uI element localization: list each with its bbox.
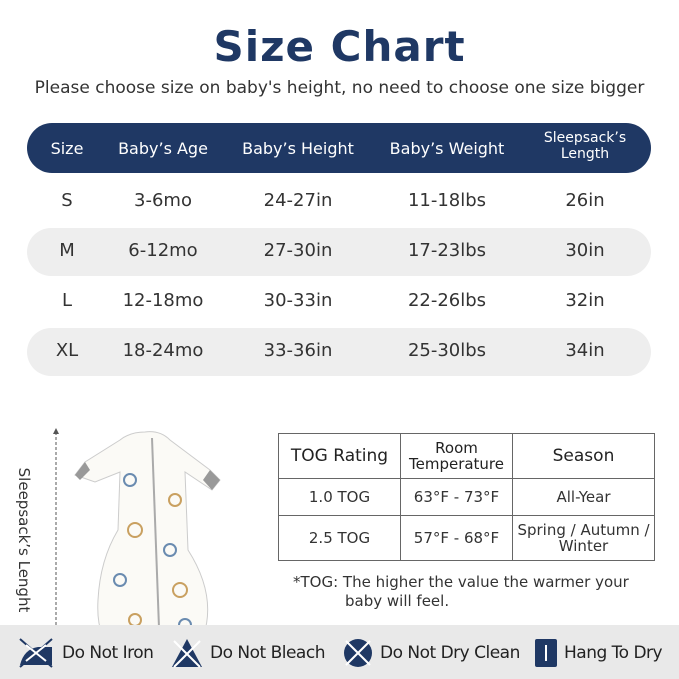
tog-table: TOG Rating Room Temperature Season 1.0 T… bbox=[278, 433, 655, 561]
header-length: Sleepsack’s Length bbox=[543, 130, 627, 162]
care-no-dry-clean: Do Not Dry Clean bbox=[342, 637, 520, 669]
length-label: Sleepsack’s Lenght bbox=[15, 467, 33, 613]
size-row-xl: XL 18-24mo 33-36in 25-30lbs 34in bbox=[27, 328, 651, 376]
care-no-bleach: Do Not Bleach bbox=[170, 637, 325, 669]
size-cell: XL bbox=[55, 340, 79, 361]
size-cell: 11-18lbs bbox=[407, 190, 487, 211]
size-cell: 33-36in bbox=[263, 340, 333, 361]
care-label: Do Not Dry Clean bbox=[380, 643, 520, 663]
size-cell: 18-24mo bbox=[122, 340, 204, 361]
page-title: Size Chart bbox=[213, 22, 466, 71]
header-size: Size bbox=[50, 139, 84, 158]
tog-cell: 1.0 TOG bbox=[278, 478, 401, 516]
size-cell: 3-6mo bbox=[134, 190, 192, 211]
size-cell: 6-12mo bbox=[128, 240, 198, 261]
size-cell: L bbox=[61, 290, 73, 311]
hang-dry-icon bbox=[535, 639, 557, 667]
size-cell: 32in bbox=[565, 290, 605, 311]
tog-note: *TOG: The higher the value the warmer yo… bbox=[293, 573, 629, 611]
size-cell: 27-30in bbox=[263, 240, 333, 261]
size-cell: 22-26lbs bbox=[407, 290, 487, 311]
tog-cell: 57°F - 68°F bbox=[400, 515, 513, 561]
tog-header-temp: Room Temperature bbox=[400, 433, 513, 479]
size-cell: 12-18mo bbox=[122, 290, 204, 311]
size-cell: 24-27in bbox=[263, 190, 333, 211]
size-table-header: Size Baby’s Age Baby’s Height Baby’s Wei… bbox=[27, 123, 651, 173]
care-instructions-bar: Do Not Iron Do Not Bleach Do Not Dry Cle… bbox=[0, 625, 679, 679]
care-no-iron: Do Not Iron bbox=[16, 637, 154, 669]
size-cell: S bbox=[61, 190, 73, 211]
note-line-2: baby will feel. bbox=[345, 592, 450, 610]
care-label: Do Not Iron bbox=[62, 643, 154, 663]
header-height: Baby’s Height bbox=[242, 139, 354, 158]
size-cell: 26in bbox=[565, 190, 605, 211]
tog-header-rating: TOG Rating bbox=[278, 433, 401, 479]
care-hang-dry: Hang To Dry bbox=[534, 637, 663, 669]
no-dry-clean-icon bbox=[344, 639, 372, 667]
care-label: Hang To Dry bbox=[564, 643, 663, 663]
care-label: Do Not Bleach bbox=[210, 643, 325, 663]
size-row-s: S 3-6mo 24-27in 11-18lbs 26in bbox=[27, 178, 651, 226]
size-cell: M bbox=[59, 240, 75, 261]
no-iron-icon bbox=[19, 638, 53, 668]
size-cell: 30in bbox=[565, 240, 605, 261]
subtitle: Please choose size on baby's height, no … bbox=[34, 78, 645, 98]
tog-cell: 2.5 TOG bbox=[278, 515, 401, 561]
size-row-l: L 12-18mo 30-33in 22-26lbs 32in bbox=[27, 278, 651, 326]
note-line-1: *TOG: The higher the value the warmer yo… bbox=[293, 573, 629, 591]
header-age: Baby’s Age bbox=[118, 139, 208, 158]
tog-cell: Spring / Autumn / Winter bbox=[512, 515, 655, 561]
tog-header-season: Season bbox=[512, 433, 655, 479]
size-row-m: M 6-12mo 27-30in 17-23lbs 30in bbox=[27, 228, 651, 276]
size-cell: 30-33in bbox=[263, 290, 333, 311]
size-cell: 34in bbox=[565, 340, 605, 361]
tog-cell: All-Year bbox=[512, 478, 655, 516]
header-weight: Baby’s Weight bbox=[389, 139, 505, 158]
tog-cell: 63°F - 73°F bbox=[400, 478, 513, 516]
no-bleach-icon bbox=[172, 639, 202, 668]
size-cell: 17-23lbs bbox=[407, 240, 487, 261]
size-cell: 25-30lbs bbox=[407, 340, 487, 361]
